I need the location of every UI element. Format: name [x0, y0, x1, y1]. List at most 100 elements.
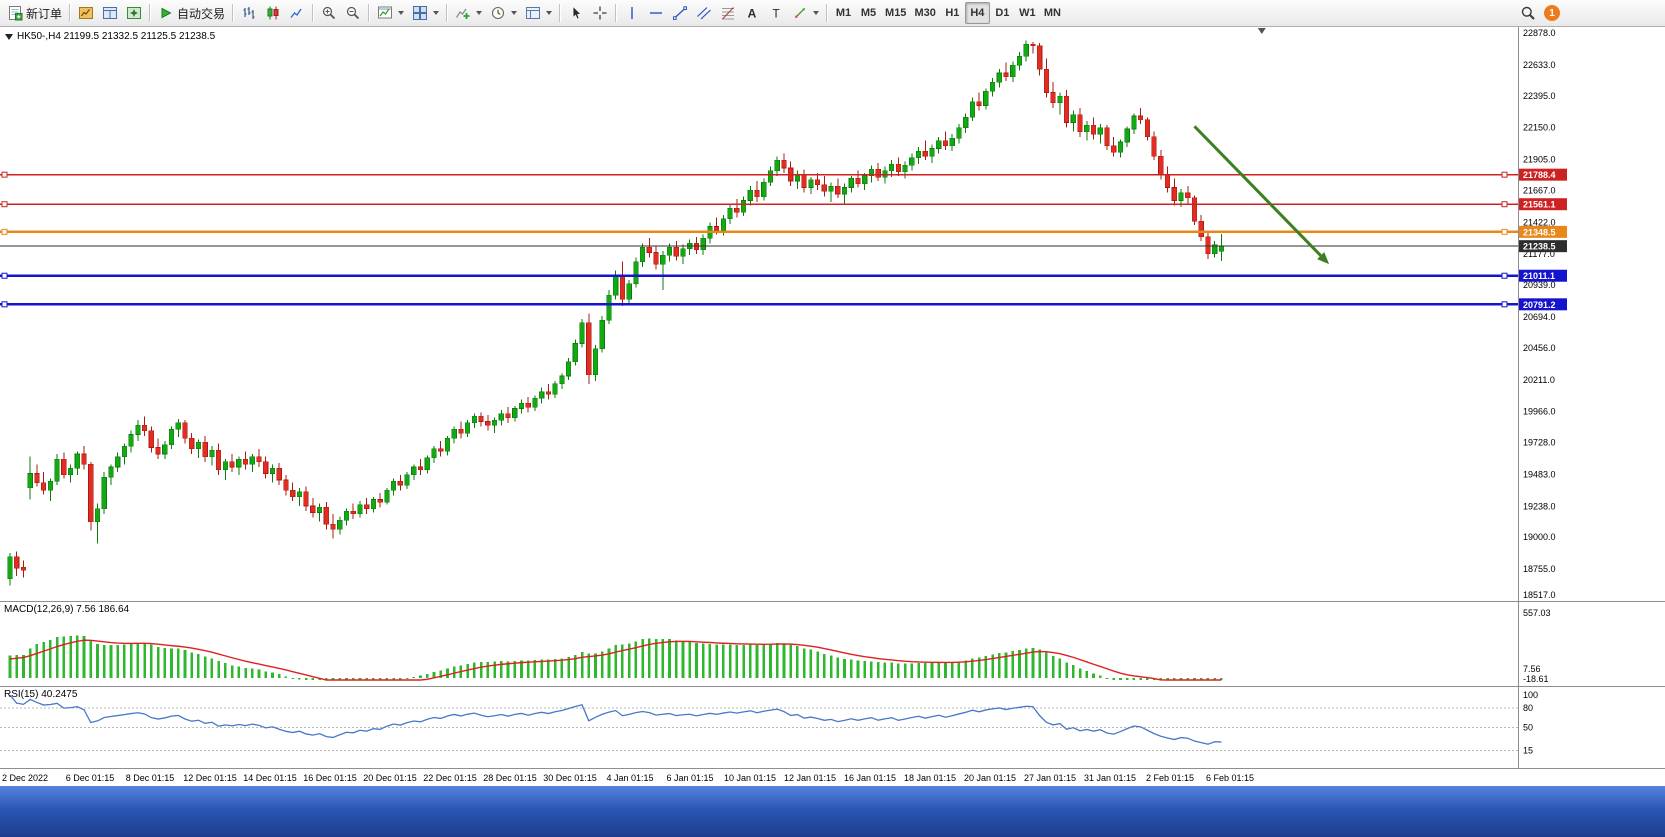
timeframe-m5-button[interactable]: M5: [856, 2, 881, 24]
search-button[interactable]: [1516, 2, 1540, 24]
arrows-button[interactable]: [788, 2, 823, 24]
data-window-button[interactable]: [98, 2, 122, 24]
macd-histogram-bar: [843, 658, 846, 678]
zoom-out-button[interactable]: [341, 2, 365, 24]
timeframe-mn-button[interactable]: MN: [1040, 2, 1065, 24]
candle: [505, 413, 511, 418]
dropdown-arrow-icon: [511, 11, 518, 15]
cursor-button[interactable]: [564, 2, 588, 24]
macd-histogram-bar: [136, 642, 140, 678]
line-handle[interactable]: [1, 228, 8, 235]
rsi-canvas[interactable]: 100 80 50 15: [0, 687, 1665, 768]
macd-histogram-bar: [62, 636, 66, 678]
macd-histogram-bar: [338, 677, 342, 680]
windows-taskbar[interactable]: [0, 786, 1665, 837]
data-window-icon: [102, 5, 118, 21]
line-chart-button[interactable]: [285, 2, 309, 24]
periods-button[interactable]: [486, 2, 521, 24]
autotrading-button[interactable]: 自动交易: [154, 2, 229, 24]
timeframe-w1-button[interactable]: W1: [1015, 2, 1040, 24]
candle: [431, 448, 437, 459]
time-axis-label: 6 Feb 01:15: [1205, 773, 1255, 783]
candlestick-chart-button[interactable]: [261, 2, 285, 24]
line-handle[interactable]: [1, 301, 8, 308]
line-handle[interactable]: [1501, 171, 1508, 178]
candle: [835, 185, 841, 195]
text-button[interactable]: A: [740, 2, 764, 24]
price-axis-label: 18517.0: [1523, 590, 1556, 600]
macd-histogram-bar: [648, 638, 651, 678]
crosshair-button[interactable]: [588, 2, 612, 24]
zoom-in-button[interactable]: [317, 2, 341, 24]
line-handle[interactable]: [1501, 228, 1508, 235]
timeframe-h4-button[interactable]: H4: [964, 2, 990, 24]
trend-arrow-annotation[interactable]: [1193, 125, 1322, 257]
macd-histogram-bar: [755, 644, 759, 678]
time-axis[interactable]: 2 Dec 2022 6 Dec 01:15 8 Dec 01:15 12 Dec 0…: [0, 768, 1665, 786]
macd-histogram-bar: [493, 661, 496, 678]
navigator-button[interactable]: [122, 2, 146, 24]
time-axis-label: 20 Dec 01:15: [363, 773, 417, 783]
time-axis-label: 8 Dec 01:15: [125, 773, 175, 783]
macd-histogram-bar: [587, 653, 591, 678]
macd-histogram-bar: [957, 661, 961, 678]
macd-histogram-bar: [937, 662, 941, 678]
macd-histogram-bar: [264, 671, 268, 678]
macd-histogram-bar: [452, 666, 456, 678]
trendline-button[interactable]: [668, 2, 692, 24]
timeframe-m15-button[interactable]: M15: [881, 2, 910, 24]
candle: [229, 461, 235, 468]
line-handle[interactable]: [1501, 301, 1508, 308]
toolbar-separator: [615, 4, 618, 22]
price-badge: [1519, 269, 1567, 282]
candle: [761, 181, 767, 197]
candle: [67, 467, 74, 476]
candle: [666, 246, 673, 256]
candle: [202, 441, 208, 457]
timeframe-h1-button[interactable]: H1: [940, 2, 965, 24]
text-icon: A: [744, 5, 760, 21]
new-order-button[interactable]: 新订单: [3, 2, 66, 24]
one-click-trading-toggle[interactable]: [5, 33, 13, 40]
chart-shift-marker[interactable]: [1257, 28, 1266, 34]
time-axis-label: 30 Dec 01:15: [543, 773, 597, 783]
trend-arrow-head[interactable]: [1317, 252, 1330, 265]
vertical-line-button[interactable]: [620, 2, 644, 24]
new-chart-button[interactable]: [373, 2, 408, 24]
candle: [108, 466, 114, 478]
indicators-button[interactable]: [451, 2, 486, 24]
timeframe-d1-button[interactable]: D1: [990, 2, 1015, 24]
macd-canvas[interactable]: 557.03 7.56-18.61: [0, 602, 1665, 686]
notification-badge[interactable]: 1: [1544, 5, 1560, 21]
macd-histogram-bar: [977, 657, 981, 678]
line-handle[interactable]: [1, 201, 8, 208]
profiles-button[interactable]: [408, 2, 443, 24]
candle: [350, 510, 356, 515]
timeframe-m30-button[interactable]: M30: [910, 2, 939, 24]
price-axis-label: 22150.0: [1523, 123, 1556, 133]
fibonacci-button[interactable]: [716, 2, 740, 24]
market-watch-button[interactable]: [74, 2, 98, 24]
bar-chart-button[interactable]: [237, 2, 261, 24]
text-label-button[interactable]: T: [764, 2, 788, 24]
macd-histogram-bar: [304, 677, 308, 680]
candle: [391, 480, 397, 491]
svg-text:A: A: [748, 7, 757, 21]
candle: [875, 168, 881, 178]
templates-button[interactable]: [521, 2, 556, 24]
line-handle[interactable]: [1501, 272, 1508, 279]
candle: [1191, 197, 1198, 222]
macd-histogram-bar: [170, 648, 173, 678]
main-chart-canvas[interactable]: 22878.0 22633.0 22395.0 22150.0 21905.0 21667…: [0, 27, 1665, 601]
macd-histogram-bar: [829, 655, 833, 678]
line-handle[interactable]: [1501, 201, 1508, 208]
timeframe-m1-button[interactable]: M1: [831, 2, 856, 24]
equidistant-channel-button[interactable]: [692, 2, 716, 24]
macd-histogram-bar: [883, 662, 887, 678]
candle: [532, 397, 538, 408]
line-handle[interactable]: [1, 272, 8, 279]
price-axis-label: 21422.0: [1523, 217, 1556, 227]
line-handle[interactable]: [1, 171, 8, 178]
candle: [256, 456, 262, 463]
horizontal-line-button[interactable]: [644, 2, 668, 24]
